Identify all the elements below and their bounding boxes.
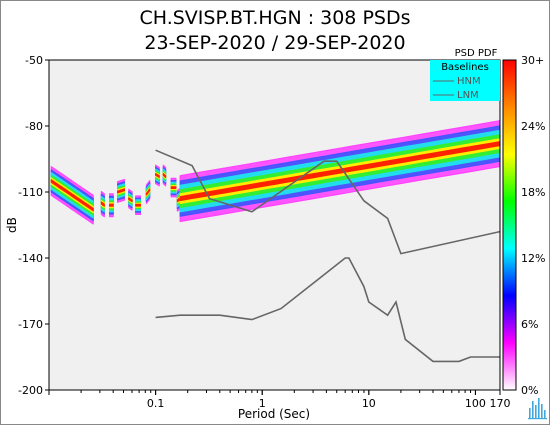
colorbar-label: 6% bbox=[521, 318, 538, 331]
pdf-band bbox=[145, 188, 151, 196]
colorbar-label: 18% bbox=[521, 186, 545, 199]
x-tick-label: 170 bbox=[490, 397, 511, 410]
pdf-segment bbox=[135, 195, 141, 215]
x-tick-label: 0.1 bbox=[147, 397, 165, 410]
waveform-logo-icon bbox=[528, 398, 547, 420]
baseline-hnm bbox=[155, 149, 500, 255]
colorbar-label: 0% bbox=[521, 384, 538, 397]
pdf-segment bbox=[128, 188, 133, 211]
y-tick-label: -140 bbox=[18, 252, 43, 265]
y-tick-label: -200 bbox=[18, 384, 43, 397]
colorbar-labels: 30+ 24% 18% 12% 6% 0% bbox=[521, 54, 545, 397]
chart-title: CH.SVISP.BT.HGN : 308 PSDs bbox=[139, 7, 410, 29]
pdf-segment bbox=[179, 120, 500, 223]
y-axis: -50 -80 -110 -140 -170 -200 bbox=[18, 54, 49, 397]
legend-box-title: Baselines bbox=[441, 62, 489, 73]
pdf-band bbox=[179, 141, 500, 202]
pdf-band bbox=[50, 179, 94, 212]
plot-area bbox=[49, 60, 500, 390]
colorbar bbox=[502, 59, 517, 391]
pdf-segment bbox=[162, 164, 167, 187]
psd-pdf-density bbox=[50, 120, 500, 225]
chart-subtitle: 23-SEP-2020 / 29-SEP-2020 bbox=[144, 32, 405, 54]
legend-hnm-label: HNM bbox=[457, 76, 481, 87]
y-tick-label: -110 bbox=[18, 186, 43, 199]
pdf-band bbox=[155, 173, 160, 178]
y-tick-label: -50 bbox=[25, 54, 43, 67]
colorbar-label: 24% bbox=[521, 120, 545, 133]
pdf-segment bbox=[50, 166, 94, 225]
pdf-band bbox=[162, 173, 167, 178]
pdf-segment bbox=[108, 193, 114, 218]
plot-border bbox=[48, 59, 501, 391]
pdf-band bbox=[116, 188, 126, 194]
colorbar-label: 30+ bbox=[521, 54, 544, 67]
pdf-segment bbox=[155, 164, 160, 187]
x-tick-label: 10 bbox=[362, 397, 376, 410]
pdf-band bbox=[100, 201, 105, 207]
pdf-band bbox=[135, 203, 141, 207]
pdf-segment bbox=[145, 180, 151, 204]
y-axis-label: dB bbox=[5, 217, 19, 233]
pdf-segment bbox=[116, 178, 126, 203]
pdf-band bbox=[170, 186, 177, 189]
legend-title: PSD PDF bbox=[455, 48, 498, 59]
x-tick-label: 100 bbox=[465, 397, 486, 410]
x-tick-label: 1 bbox=[259, 397, 266, 410]
x-axis: 0.1 1 10 100 170 bbox=[48, 390, 511, 410]
legend-lnm-label: LNM bbox=[457, 90, 479, 101]
baseline-curves bbox=[155, 149, 500, 363]
pdf-band bbox=[108, 203, 114, 207]
y-tick-label: -80 bbox=[25, 120, 43, 133]
y-tick-label: -170 bbox=[18, 318, 43, 331]
pdf-segment bbox=[170, 177, 177, 198]
pdf-segment bbox=[100, 191, 105, 218]
baseline-lnm bbox=[155, 257, 500, 363]
pdf-band bbox=[128, 197, 133, 203]
colorbar-label: 12% bbox=[521, 252, 545, 265]
x-axis-label: Period (Sec) bbox=[238, 407, 310, 421]
